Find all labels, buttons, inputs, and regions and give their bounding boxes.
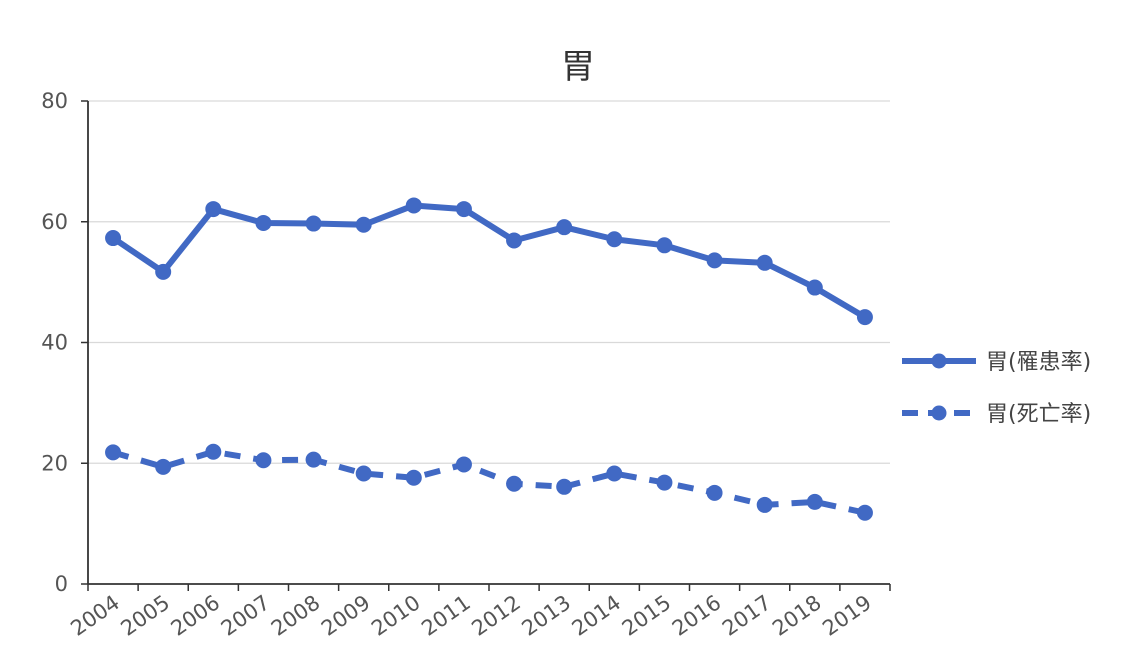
x-tick-label: 2013 bbox=[518, 590, 576, 640]
data-point bbox=[606, 465, 623, 482]
data-point bbox=[455, 456, 472, 473]
data-point bbox=[205, 443, 222, 460]
data-point bbox=[856, 309, 873, 326]
data-point bbox=[506, 475, 523, 492]
y-tick-labels: 0 20 40 60 80 bbox=[41, 89, 68, 596]
data-point bbox=[756, 254, 773, 271]
data-point bbox=[455, 201, 472, 218]
data-point bbox=[255, 452, 272, 469]
y-tick-label: 80 bbox=[41, 89, 68, 113]
x-tick-label: 2015 bbox=[618, 590, 676, 640]
legend-marker bbox=[931, 353, 947, 369]
x-tick-label: 2006 bbox=[167, 590, 225, 640]
data-point bbox=[806, 279, 823, 296]
x-tick-label: 2018 bbox=[768, 590, 826, 640]
legend-item: 胃(死亡率) bbox=[902, 402, 1091, 427]
x-tick-label: 2009 bbox=[317, 590, 375, 640]
x-tick-label: 2017 bbox=[718, 590, 776, 640]
x-tick-labels: 2004200520062007200820092010201120122013… bbox=[66, 590, 875, 640]
x-tick-label: 2004 bbox=[66, 590, 124, 640]
series-line bbox=[112, 448, 866, 516]
axes bbox=[81, 100, 891, 591]
data-point bbox=[205, 201, 222, 218]
gridlines bbox=[88, 100, 890, 464]
legend: 胃(罹患率) 胃(死亡率) bbox=[902, 350, 1091, 427]
series-2 bbox=[105, 443, 873, 521]
data-point bbox=[756, 496, 773, 513]
data-point bbox=[506, 232, 523, 249]
data-point bbox=[405, 469, 422, 486]
data-point bbox=[305, 451, 322, 468]
data-point bbox=[706, 484, 723, 501]
series-line bbox=[110, 202, 868, 321]
data-point bbox=[405, 197, 422, 214]
data-point bbox=[556, 219, 573, 236]
data-point bbox=[155, 458, 172, 475]
data-point bbox=[706, 252, 723, 269]
x-tick-label: 2010 bbox=[367, 590, 425, 640]
data-point bbox=[656, 237, 673, 254]
data-point bbox=[856, 504, 873, 521]
x-tick-label: 2007 bbox=[217, 590, 275, 640]
series-1 bbox=[105, 197, 873, 326]
y-tick-label: 20 bbox=[41, 451, 68, 475]
data-point bbox=[105, 230, 122, 247]
y-tick-label: 0 bbox=[55, 572, 68, 596]
data-point bbox=[255, 214, 272, 231]
x-tick-label: 2011 bbox=[417, 590, 475, 640]
x-tick-label: 2014 bbox=[568, 590, 626, 640]
x-tick-label: 2019 bbox=[818, 590, 876, 640]
data-point bbox=[305, 215, 322, 232]
legend-label: 胃(死亡率) bbox=[986, 402, 1091, 427]
x-tick-label: 2016 bbox=[668, 590, 726, 640]
chart-title: 胃 bbox=[561, 47, 595, 87]
legend-item: 胃(罹患率) bbox=[902, 350, 1091, 375]
x-tick-label: 2012 bbox=[467, 590, 525, 640]
data-point bbox=[806, 493, 823, 510]
legend-marker bbox=[931, 405, 947, 421]
y-tick-label: 40 bbox=[41, 331, 68, 355]
data-point bbox=[105, 444, 122, 461]
y-tick-label: 60 bbox=[41, 210, 68, 234]
legend-label: 胃(罹患率) bbox=[986, 350, 1091, 375]
data-point bbox=[155, 263, 172, 280]
x-tick-label: 2008 bbox=[267, 590, 325, 640]
data-point bbox=[355, 465, 372, 482]
data-point bbox=[656, 474, 673, 491]
data-point bbox=[556, 478, 573, 495]
x-tick-label: 2005 bbox=[117, 590, 175, 640]
data-point bbox=[355, 216, 372, 233]
data-point bbox=[606, 231, 623, 248]
series-group bbox=[105, 197, 873, 521]
